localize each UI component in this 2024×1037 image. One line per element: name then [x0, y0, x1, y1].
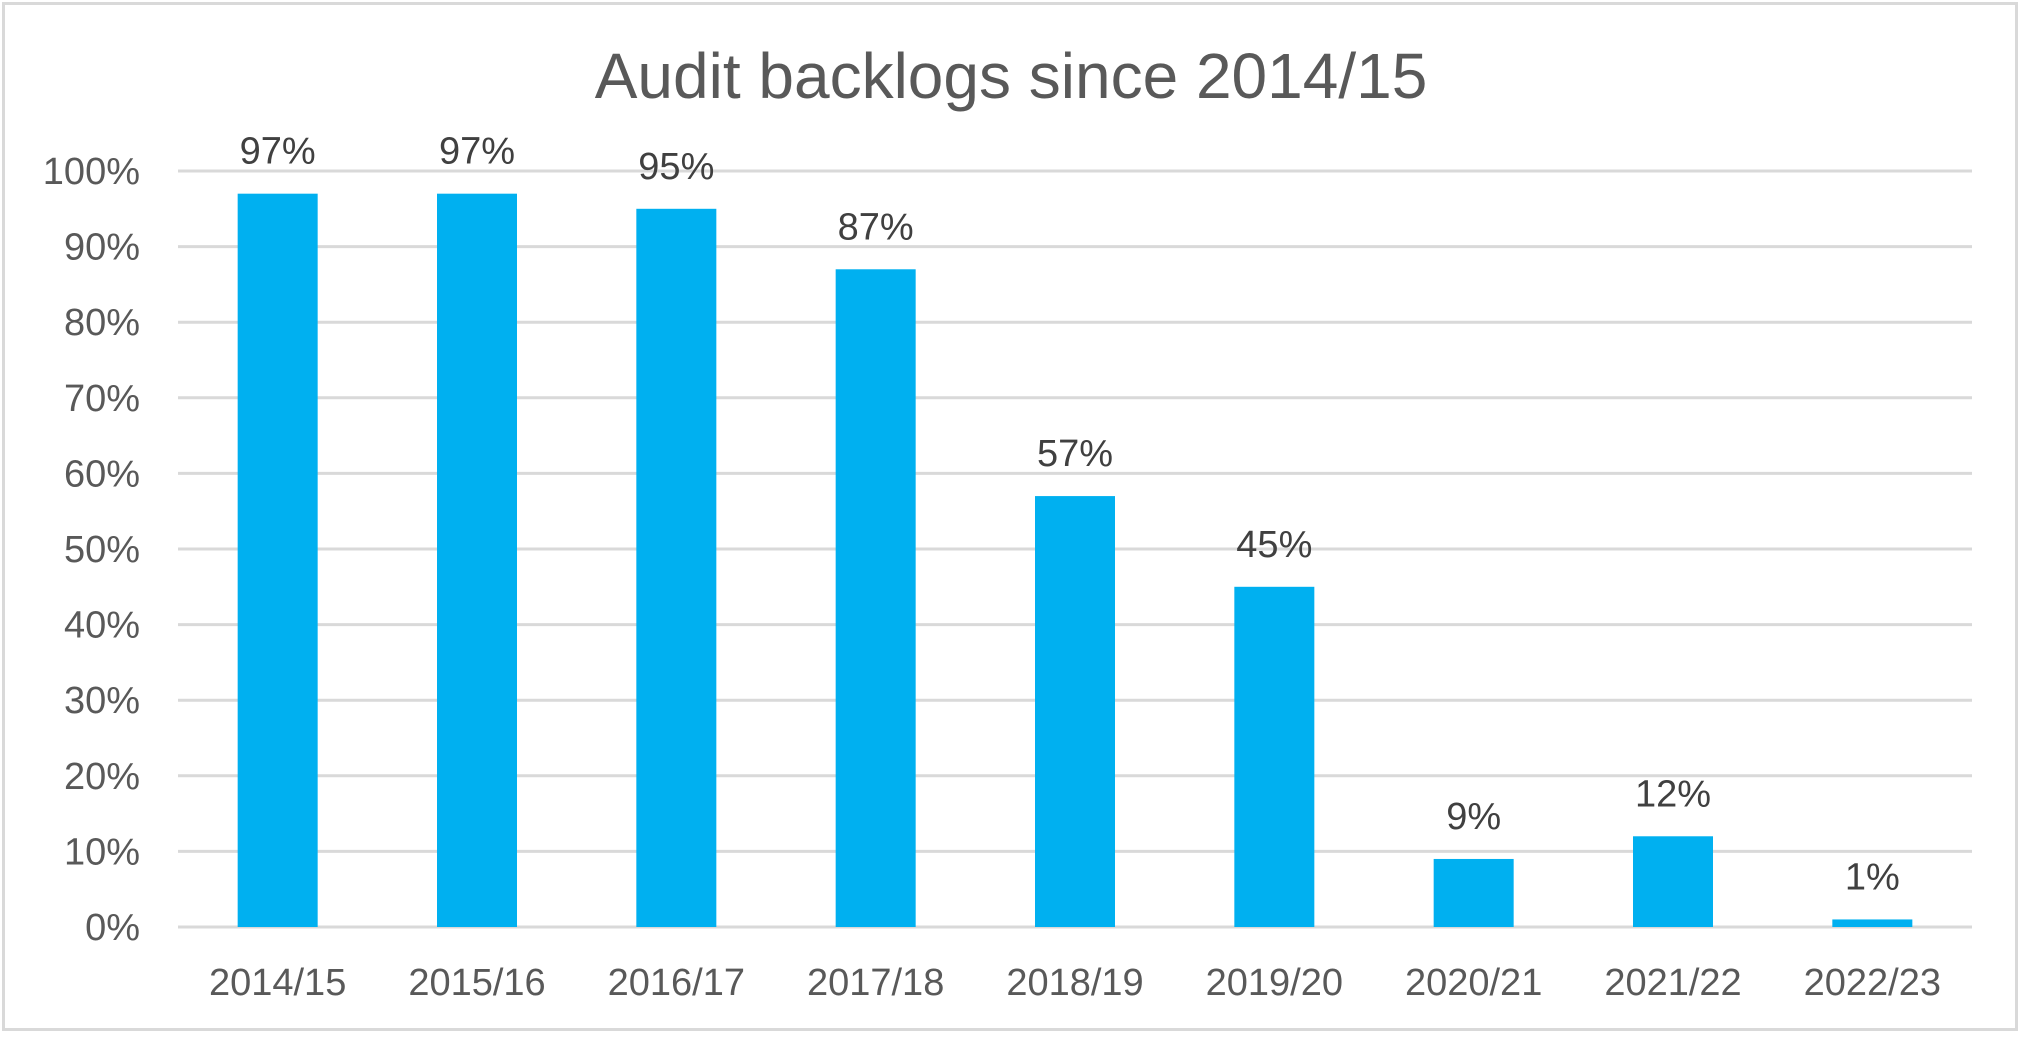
- y-axis: 0% 10% 20% 30% 40% 50% 60% 70% 80% 90% 100%: [43, 151, 140, 949]
- data-label: 97%: [240, 131, 316, 173]
- y-tick-label: 90%: [64, 227, 140, 269]
- x-tick-label: 2021/22: [1604, 962, 1741, 1004]
- x-tick-label: 2015/16: [408, 962, 545, 1004]
- x-tick-label: 2022/23: [1804, 962, 1941, 1004]
- y-tick-label: 70%: [64, 378, 140, 420]
- data-label: 87%: [838, 206, 914, 248]
- x-tick-label: 2017/18: [807, 962, 944, 1004]
- y-tick-label: 100%: [43, 151, 140, 193]
- bar: [437, 193, 517, 927]
- data-label: 95%: [638, 146, 714, 188]
- y-tick-label: 20%: [64, 756, 140, 798]
- data-labels: 97% 97% 95% 87% 57% 45% 9% 12% 1%: [240, 131, 1900, 899]
- bar: [1633, 836, 1713, 927]
- bar: [1832, 919, 1913, 927]
- y-tick-label: 50%: [64, 529, 140, 571]
- y-tick-label: 80%: [64, 302, 140, 344]
- x-axis: 2014/15 2015/16 2016/17 2017/18 2018/19 2019/…: [209, 962, 1941, 1004]
- x-tick-label: 2020/21: [1405, 962, 1542, 1004]
- x-tick-label: 2016/17: [608, 962, 745, 1004]
- bar: [1433, 858, 1514, 927]
- bar: [237, 193, 318, 927]
- bar: [1035, 496, 1115, 927]
- y-tick-label: 10%: [64, 831, 140, 873]
- y-tick-label: 0%: [85, 907, 140, 949]
- x-tick-label: 2019/20: [1206, 962, 1343, 1004]
- x-tick-label: 2018/19: [1006, 962, 1143, 1004]
- y-tick-label: 60%: [64, 453, 140, 495]
- bar: [835, 269, 916, 927]
- data-label: 97%: [439, 131, 515, 173]
- data-label: 9%: [1446, 796, 1501, 838]
- bars: [237, 193, 1913, 928]
- x-tick-label: 2014/15: [209, 962, 346, 1004]
- data-label: 57%: [1037, 433, 1113, 475]
- bar: [1234, 586, 1315, 927]
- chart-title: Audit backlogs since 2014/15: [595, 40, 1428, 112]
- data-label: 45%: [1236, 524, 1312, 566]
- y-tick-label: 40%: [64, 605, 140, 647]
- y-tick-label: 30%: [64, 680, 140, 722]
- bar: [636, 208, 717, 928]
- data-label: 1%: [1845, 856, 1900, 898]
- data-label: 12%: [1635, 773, 1711, 815]
